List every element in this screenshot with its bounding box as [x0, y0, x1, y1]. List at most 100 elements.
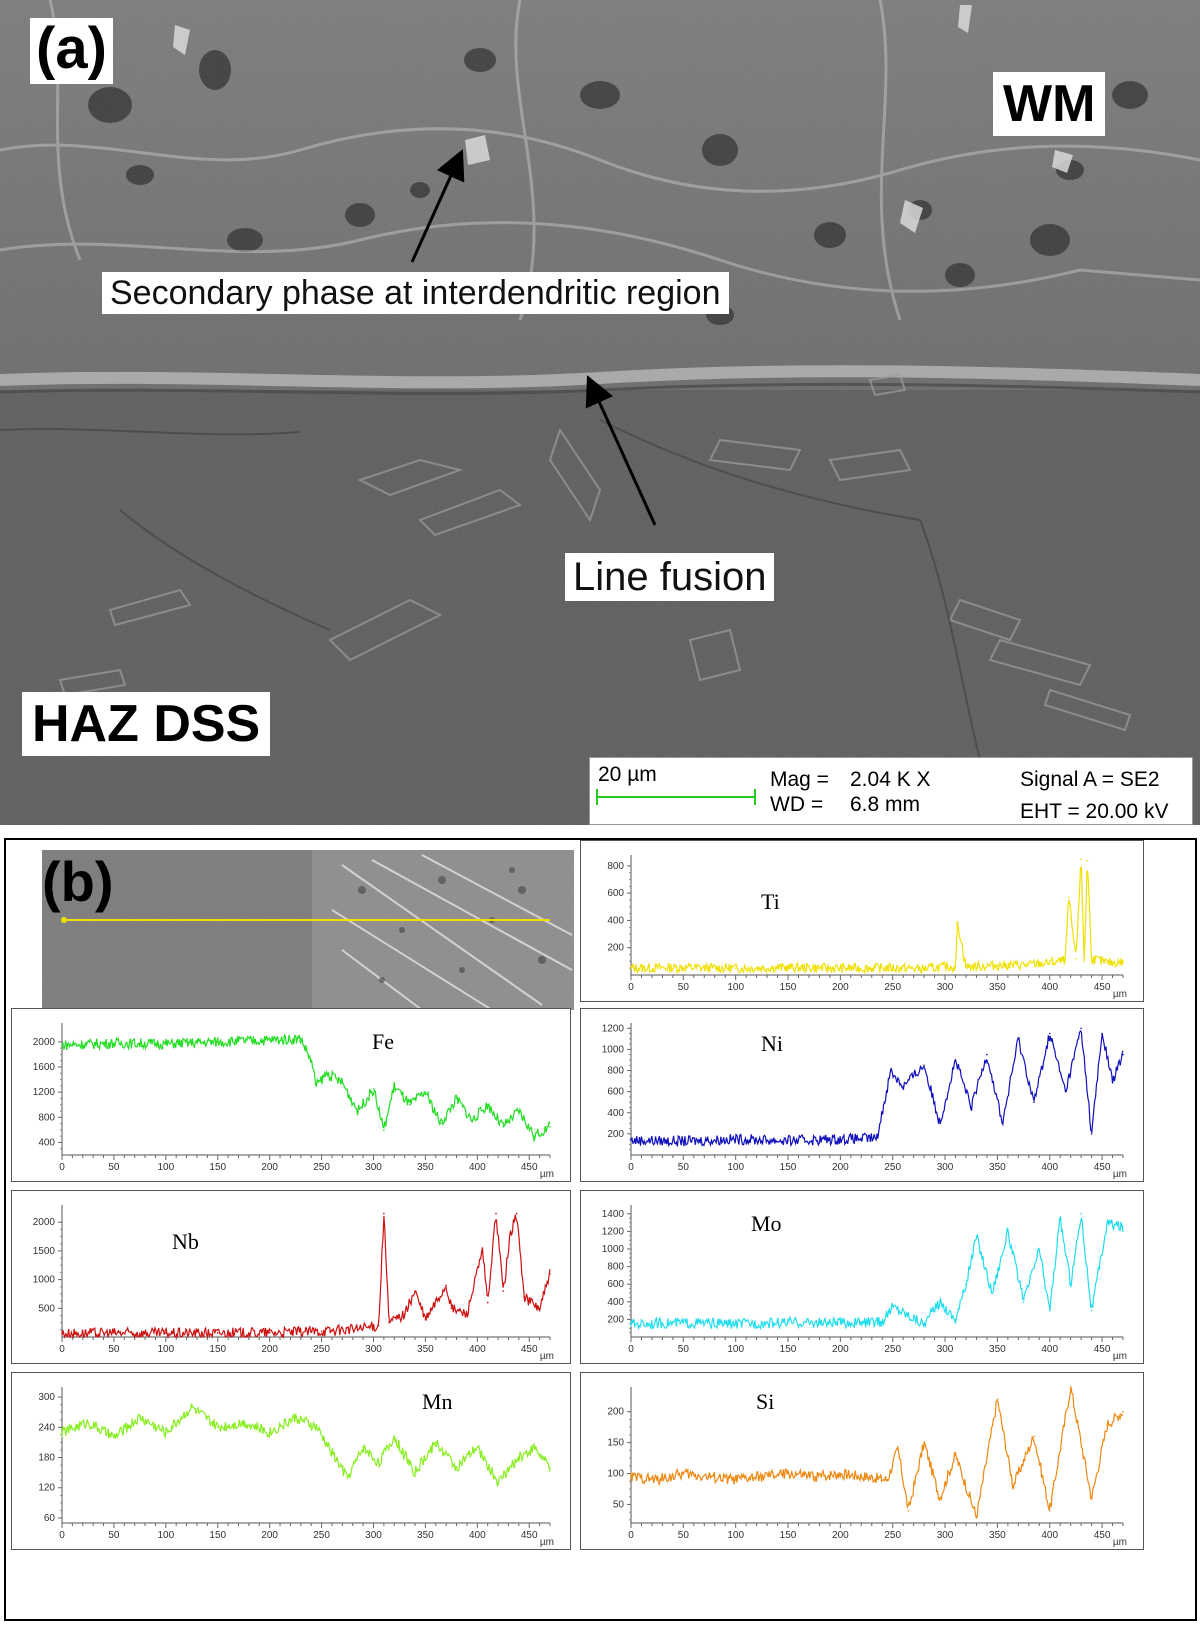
x-tick-label: 100	[727, 982, 744, 993]
x-tick-label: 400	[1041, 982, 1058, 993]
data-point	[455, 1466, 458, 1469]
x-tick-label: 450	[1094, 1162, 1111, 1173]
data-point	[320, 1330, 323, 1333]
x-tick-label: 250	[884, 1344, 901, 1355]
data-point	[331, 1451, 333, 1454]
x-unit-label: µm	[1113, 1537, 1127, 1548]
data-point	[549, 1125, 551, 1128]
x-tick-label: 450	[521, 1530, 538, 1541]
y-tick-label: 200	[607, 1129, 624, 1140]
x-tick-label: 350	[417, 1530, 434, 1541]
y-tick-label: 500	[38, 1303, 55, 1314]
x-unit-label: µm	[540, 1351, 554, 1362]
y-tick-label: 1500	[33, 1246, 56, 1257]
x-tick-label: 150	[209, 1162, 226, 1173]
data-point	[954, 1454, 957, 1456]
x-tick-label: 200	[832, 1530, 849, 1541]
data-point	[61, 1332, 63, 1335]
data-point	[1059, 960, 1061, 963]
x-tick-label: 100	[727, 1162, 744, 1173]
x-tick-label: 400	[469, 1162, 486, 1173]
x-tick-label: 300	[937, 1530, 954, 1541]
x-tick-label: 250	[313, 1530, 330, 1541]
x-tick-label: 250	[884, 982, 901, 993]
data-point	[682, 1140, 685, 1143]
data-point	[891, 1305, 894, 1307]
data-point	[481, 1250, 484, 1252]
signal-readout: Signal A = SE2	[1020, 768, 1160, 791]
data-point	[216, 1041, 219, 1043]
data-point	[1106, 1423, 1109, 1425]
chart-mn: 0 50 100 150 200 250 300 350 400 450 µm 60 120 180 240…	[11, 1372, 571, 1550]
data-point	[466, 1313, 468, 1315]
scale-bar-label: 20 µm	[598, 763, 657, 786]
data-point	[630, 1323, 632, 1325]
x-tick-label: 350	[989, 1530, 1006, 1541]
y-tick-label: 800	[607, 861, 624, 872]
y-tick-label: 1000	[602, 1244, 625, 1255]
x-tick-label: 100	[157, 1530, 174, 1541]
data-point	[1086, 859, 1089, 862]
x-tick-label: 0	[59, 1530, 65, 1541]
data-point	[341, 1081, 344, 1084]
x-tick-label: 50	[108, 1344, 120, 1355]
chart-fe: 0 50 100 150 200 250 300 350 400 450 µm 400 800 1200 1…	[11, 1008, 571, 1182]
chart-ni: 0 50 100 150 200 250 300 350 400 450 µm 200 400 600 80…	[580, 1008, 1144, 1182]
x-tick-label: 400	[1041, 1162, 1058, 1173]
data-point	[455, 1097, 458, 1100]
data-point	[1080, 858, 1082, 860]
data-point	[1048, 961, 1051, 964]
data-point	[907, 1314, 910, 1316]
x-tick-label: 450	[1094, 1530, 1111, 1541]
y-tick-label: 60	[44, 1513, 56, 1524]
data-point	[518, 1456, 520, 1459]
weld-metal-label: WM	[993, 72, 1106, 136]
data-point	[523, 1296, 525, 1298]
data-point	[970, 1106, 973, 1109]
data-point	[424, 1318, 427, 1321]
y-tick-label: 800	[607, 1066, 624, 1077]
data-point	[1101, 1032, 1103, 1035]
data-point	[939, 1301, 941, 1303]
x-tick-label: 100	[157, 1344, 174, 1355]
y-tick-label: 1200	[33, 1087, 56, 1098]
data-point	[923, 968, 925, 970]
data-point	[1090, 1497, 1093, 1500]
data-point	[897, 1448, 899, 1450]
data-point	[761, 1475, 763, 1478]
data-point	[975, 1235, 978, 1237]
data-point	[310, 1059, 312, 1062]
data-point	[889, 1069, 892, 1072]
data-point	[268, 1431, 271, 1434]
data-point	[734, 1138, 737, 1140]
data-point	[139, 1416, 141, 1419]
data-point	[682, 1322, 685, 1324]
y-tick-label: 1400	[602, 1209, 625, 1220]
data-point	[1007, 1230, 1009, 1233]
x-tick-label: 400	[1041, 1344, 1058, 1355]
data-point	[346, 1476, 349, 1479]
data-point	[1090, 1309, 1093, 1312]
x-tick-label: 200	[832, 1162, 849, 1173]
data-point	[708, 1475, 711, 1478]
data-point	[549, 1466, 551, 1469]
x-tick-label: 150	[209, 1530, 226, 1541]
line-fusion-arrow	[585, 375, 657, 526]
data-point	[242, 1421, 245, 1424]
data-point	[113, 1042, 115, 1044]
x-tick-label: 350	[417, 1162, 434, 1173]
x-tick-label: 200	[261, 1530, 278, 1541]
y-tick-label: 1200	[602, 1023, 625, 1034]
y-tick-label: 180	[38, 1453, 55, 1464]
data-point	[1064, 959, 1067, 961]
x-tick-label: 150	[780, 1530, 797, 1541]
line-fusion-annotation: Line fusion	[565, 553, 775, 601]
x-tick-label: 0	[59, 1344, 65, 1355]
data-point	[440, 1122, 442, 1125]
data-point	[787, 966, 789, 969]
x-tick-label: 450	[521, 1344, 538, 1355]
data-point	[954, 1059, 957, 1061]
data-point	[383, 1212, 385, 1215]
